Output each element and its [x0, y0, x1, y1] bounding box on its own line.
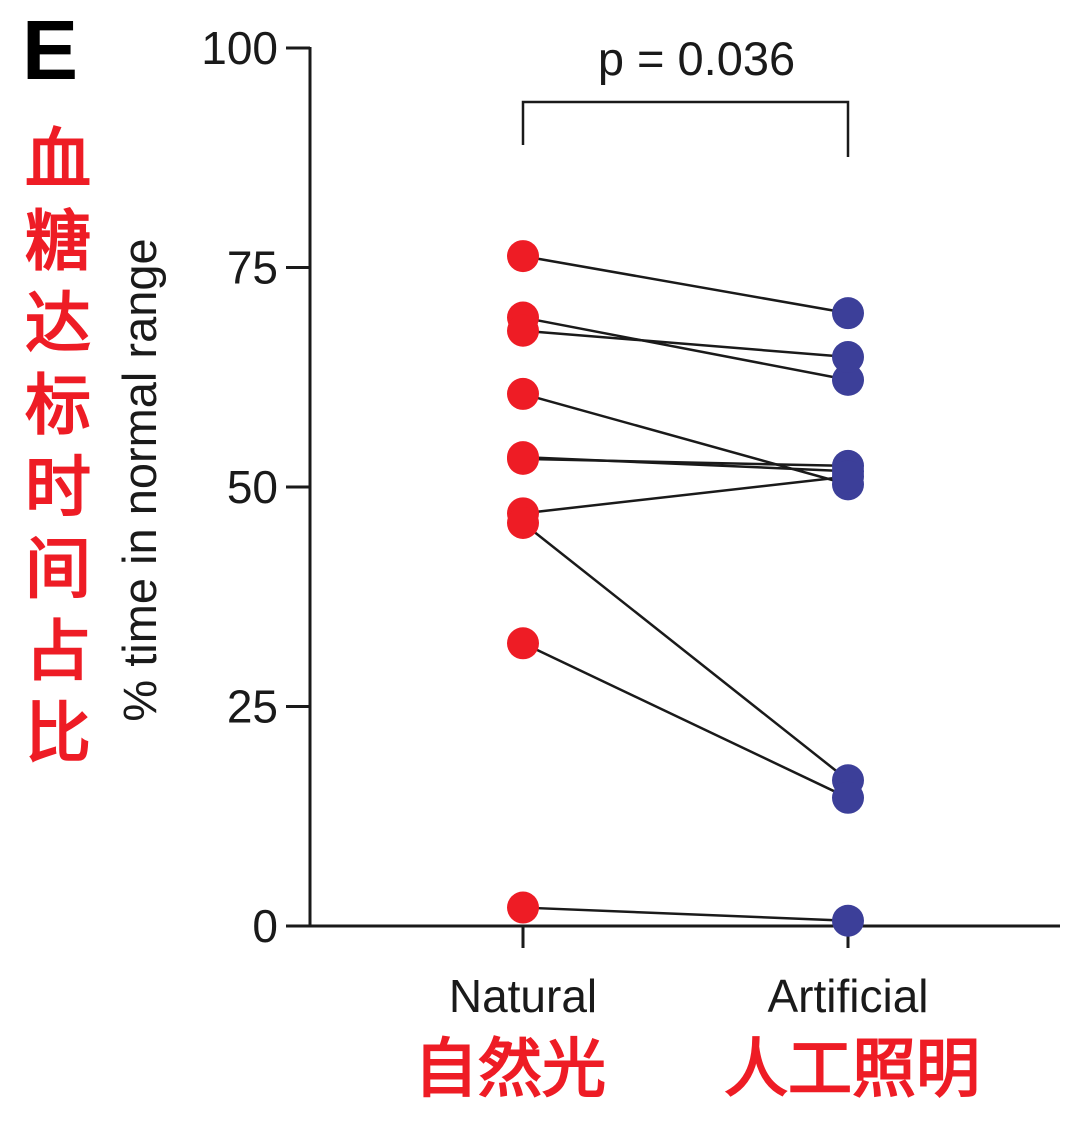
pair-line: [522, 906, 849, 922]
artificial-point: [832, 781, 864, 814]
artificial-point: [832, 460, 864, 493]
pair-line: [522, 316, 849, 382]
y-tick-label: 50: [227, 461, 278, 513]
panel-label: E: [22, 3, 79, 97]
pair-line: [522, 457, 849, 468]
y-tick-label: 75: [227, 242, 278, 294]
x-tick-label: Artificial: [767, 970, 928, 1022]
artificial-point: [832, 341, 864, 374]
natural-point: [507, 627, 539, 660]
pair-lines: [522, 254, 849, 922]
p-value-label: p = 0.036: [598, 32, 795, 85]
y-tick-label: 100: [201, 22, 278, 74]
y-tick-label: 0: [252, 900, 278, 952]
chinese-category-natural: 自然光: [414, 1032, 606, 1107]
x-tick-label: Natural: [449, 970, 597, 1022]
pair-line: [522, 392, 849, 486]
y-ticks: 0 25 50 75 100: [201, 22, 310, 952]
natural-point: [507, 314, 539, 347]
pair-line: [522, 475, 849, 515]
artificial-point: [832, 904, 864, 937]
natural-point: [507, 442, 539, 475]
y-axis-label: % time in normal range: [113, 238, 166, 721]
natural-point: [507, 377, 539, 410]
x-ticks: Natural Artificial: [449, 926, 929, 1022]
natural-point: [507, 891, 539, 924]
artificial-point: [832, 363, 864, 396]
points: [507, 240, 864, 937]
artificial-point: [832, 297, 864, 330]
pair-line: [522, 642, 849, 799]
axes: [308, 47, 1060, 928]
chinese-y-axis-label: 血糖达标时间占比: [25, 120, 91, 772]
pair-line: [522, 522, 849, 782]
chinese-category-artificial: 人工照明: [724, 1032, 980, 1107]
significance-annotation: p = 0.036: [521, 32, 850, 157]
natural-point: [507, 240, 539, 273]
y-tick-label: 25: [227, 681, 278, 733]
natural-point: [507, 506, 539, 539]
pair-line: [522, 329, 849, 359]
pair-line: [522, 254, 849, 315]
significance-bracket: [521, 100, 850, 157]
